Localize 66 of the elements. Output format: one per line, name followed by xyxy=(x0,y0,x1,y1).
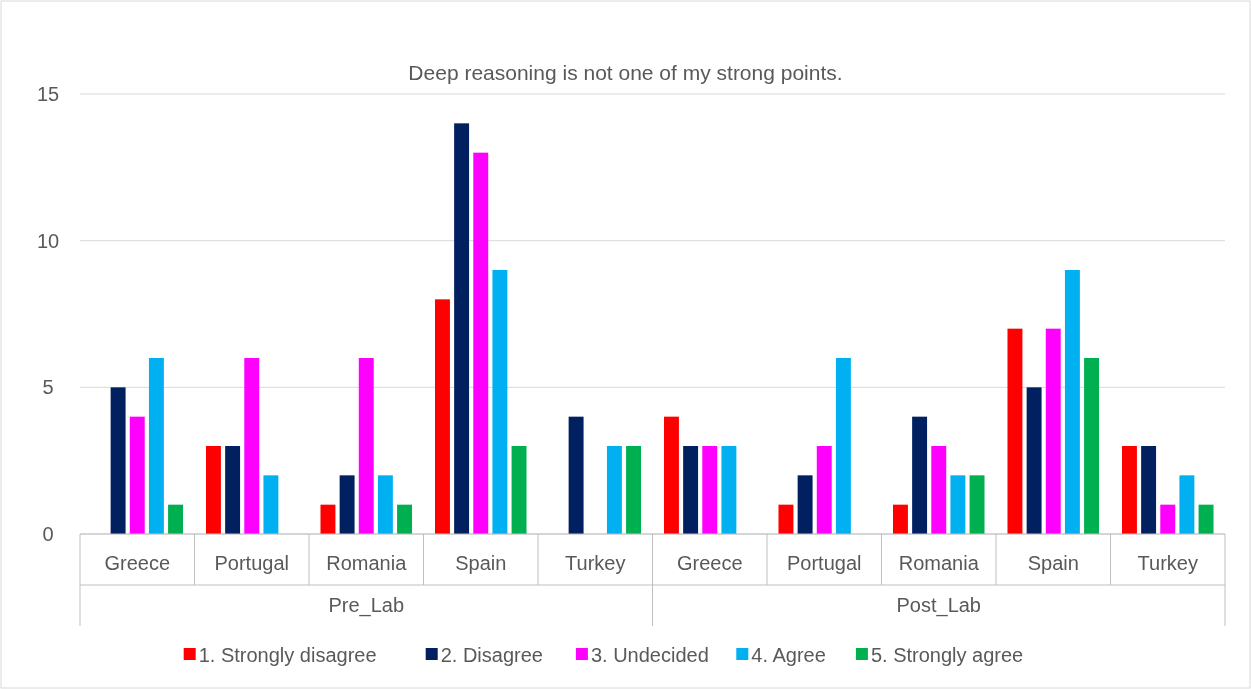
bar xyxy=(1160,504,1176,534)
text: Pre_Lab xyxy=(328,594,405,617)
bar xyxy=(339,475,355,534)
legend-label: 4. Agree xyxy=(751,644,826,666)
bar xyxy=(663,416,679,534)
bar xyxy=(148,358,164,534)
bar xyxy=(931,446,947,534)
x-tick-label: Greece xyxy=(104,552,171,574)
legend-label: 5. Strongly agree xyxy=(870,644,1024,666)
bar xyxy=(797,475,813,534)
y-tick-label: 5 xyxy=(42,376,54,399)
x-tick-label: Spain xyxy=(1027,552,1079,574)
bar xyxy=(168,504,184,534)
bar xyxy=(511,446,527,534)
legend-label: 3. Undecided xyxy=(590,644,709,666)
bar xyxy=(912,416,928,534)
bar xyxy=(835,358,851,534)
x-tick-label: Greece xyxy=(676,552,743,574)
bar xyxy=(721,446,737,534)
x-tick-label: Portugal xyxy=(787,552,862,574)
legend-label: 1. Strongly disagree xyxy=(198,644,377,666)
bar xyxy=(626,446,642,534)
bar xyxy=(816,446,832,534)
bar xyxy=(1141,446,1157,534)
y-tick-label: 15 xyxy=(36,83,60,105)
bar xyxy=(1045,328,1061,534)
x-tick-label: Romania xyxy=(898,552,980,574)
bar xyxy=(778,504,794,534)
bar xyxy=(606,446,622,534)
bar xyxy=(454,123,470,534)
chart-title: Deep reasoning is not one of my strong points. xyxy=(408,61,843,84)
bar xyxy=(1007,328,1023,534)
bar xyxy=(1064,270,1080,534)
x-tick-label: Turkey xyxy=(565,552,626,574)
bar xyxy=(358,358,374,534)
bar xyxy=(244,358,260,534)
bar xyxy=(1179,475,1195,534)
bar xyxy=(473,152,489,534)
bar xyxy=(110,387,126,534)
bar xyxy=(205,446,221,534)
bar xyxy=(320,504,336,534)
bar xyxy=(892,504,908,534)
bar xyxy=(1198,504,1214,534)
text: Post_Lab xyxy=(896,594,982,617)
x-tick-label: Romania xyxy=(326,552,408,574)
bar xyxy=(225,446,241,534)
bar xyxy=(434,299,450,534)
legend-label: 2. Disagree xyxy=(440,644,543,666)
x-tick-label: Portugal xyxy=(214,552,289,574)
bar xyxy=(377,475,393,534)
bar xyxy=(969,475,985,534)
bar xyxy=(568,416,584,534)
bar xyxy=(1026,387,1042,534)
bar xyxy=(950,475,966,534)
bar xyxy=(1121,446,1137,534)
y-tick-label: 10 xyxy=(36,229,60,252)
bar xyxy=(1084,358,1100,534)
x-tick-label: Spain xyxy=(455,552,507,574)
bar xyxy=(129,416,145,534)
bar xyxy=(492,270,508,534)
bar xyxy=(683,446,699,534)
bar xyxy=(702,446,718,534)
x-tick-label: Turkey xyxy=(1137,552,1198,574)
y-tick-label: 0 xyxy=(42,523,54,545)
bar xyxy=(397,504,413,534)
bar xyxy=(263,475,279,534)
